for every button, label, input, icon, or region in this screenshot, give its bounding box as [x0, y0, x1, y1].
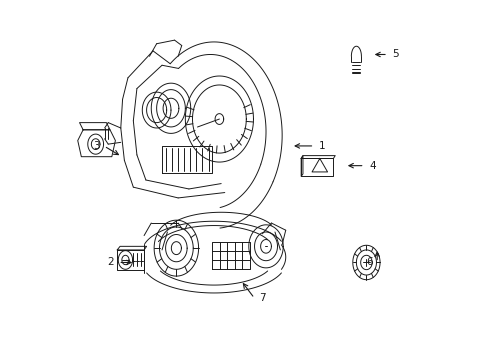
Text: 7: 7	[259, 293, 265, 303]
Text: 4: 4	[368, 161, 375, 171]
Text: 5: 5	[392, 49, 398, 59]
Text: 1: 1	[318, 141, 325, 151]
Text: 2: 2	[107, 257, 113, 267]
Text: 6: 6	[365, 257, 372, 267]
Text: 3: 3	[93, 141, 99, 151]
